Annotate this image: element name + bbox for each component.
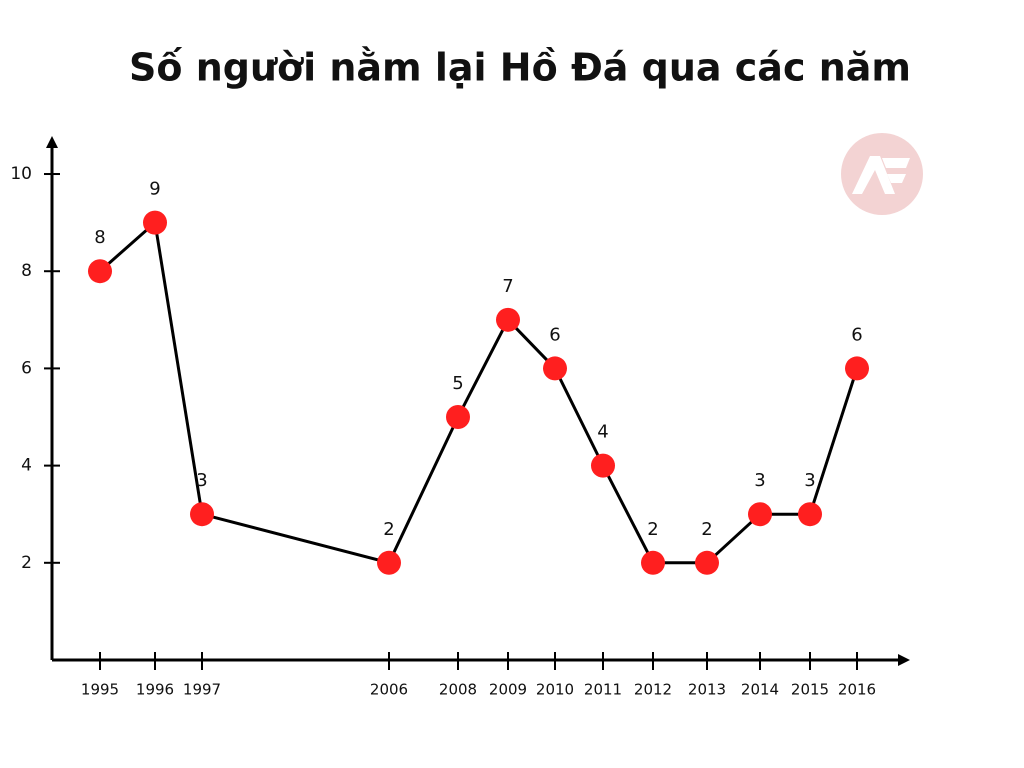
data-label: 2 — [383, 519, 394, 540]
marker — [143, 210, 167, 235]
marker — [88, 259, 112, 284]
y-tick-label: 6 — [21, 358, 32, 378]
data-label: 2 — [701, 519, 712, 540]
x-tick-label: 1997 — [183, 681, 221, 699]
marker — [446, 405, 470, 430]
marker — [591, 453, 615, 478]
y-tick-label: 2 — [21, 553, 32, 573]
x-tick-label: 2009 — [489, 681, 527, 699]
data-label: 7 — [502, 276, 513, 297]
x-tick-label: 2015 — [791, 681, 829, 699]
y-tick-label: 10 — [10, 164, 32, 184]
marker — [845, 356, 869, 381]
marker — [543, 356, 567, 381]
data-label: 3 — [754, 470, 765, 491]
data-label: 6 — [851, 324, 862, 345]
x-tick-label: 2012 — [634, 681, 672, 699]
chart-title: Số người nằm lại Hồ Đá qua các năm — [129, 46, 911, 90]
x-tick-label: 2016 — [838, 681, 876, 699]
data-label: 8 — [94, 227, 105, 248]
x-tick-label: 1996 — [136, 681, 174, 699]
y-tick-label: 4 — [21, 456, 32, 476]
marker — [496, 307, 520, 332]
marker — [695, 550, 719, 575]
data-label: 9 — [149, 179, 160, 200]
data-label: 5 — [452, 373, 463, 394]
marker — [798, 502, 822, 527]
data-label: 6 — [549, 324, 560, 345]
x-tick-label: 1995 — [81, 681, 119, 699]
y-axis-arrow — [46, 136, 58, 148]
x-tick-label: 2013 — [688, 681, 726, 699]
data-label: 4 — [597, 422, 608, 443]
x-tick-label: 2011 — [584, 681, 622, 699]
data-label: 2 — [647, 519, 658, 540]
marker — [377, 550, 401, 575]
x-tick-label: 2006 — [370, 681, 408, 699]
data-label: 3 — [196, 470, 207, 491]
data-label: 3 — [804, 470, 815, 491]
x-tick-label: 2008 — [439, 681, 477, 699]
x-tick-label: 2010 — [536, 681, 574, 699]
x-axis-arrow — [898, 654, 910, 666]
logo — [841, 133, 923, 215]
marker — [748, 502, 772, 527]
x-tick-label: 2014 — [741, 681, 779, 699]
marker — [190, 502, 214, 527]
marker — [641, 550, 665, 575]
y-tick-label: 8 — [21, 261, 32, 281]
